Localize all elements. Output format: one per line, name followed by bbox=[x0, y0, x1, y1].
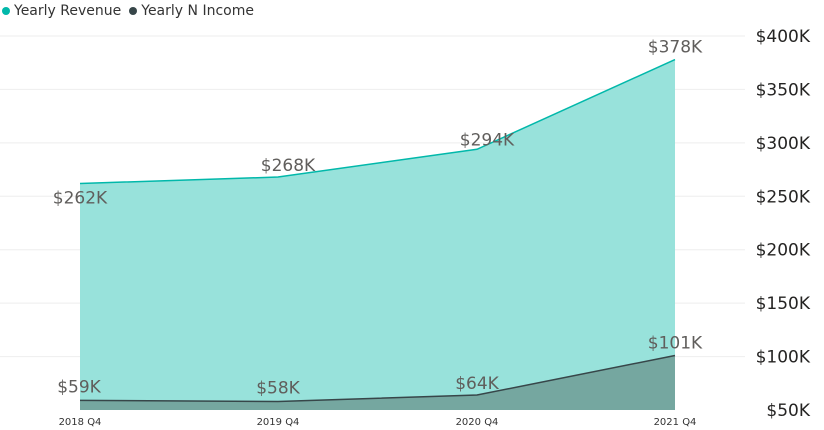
data-label-s0-1: $268K bbox=[261, 156, 316, 176]
x-tick-label-0: 2018 Q4 bbox=[59, 417, 102, 428]
legend: Yearly Revenue Yearly N Income bbox=[2, 3, 262, 19]
y-axis: $50K $100K $150K $200K $250K $300K $350K $400K bbox=[756, 27, 811, 421]
y-tick-label-6: $350K bbox=[756, 80, 811, 100]
y-tick-label-0: $50K bbox=[766, 401, 810, 421]
legend-label-revenue: Yearly Revenue bbox=[14, 3, 122, 19]
y-tick-label-3: $200K bbox=[756, 241, 811, 261]
data-labels: $262K $268K $294K $378K $59K $58K $64K $101K bbox=[53, 38, 703, 399]
area-series-1 bbox=[80, 355, 675, 410]
area-series-0 bbox=[80, 59, 675, 410]
legend-item-net-income[interactable]: Yearly N Income bbox=[129, 3, 254, 19]
line-series-1 bbox=[79, 354, 676, 403]
legend-item-revenue[interactable]: Yearly Revenue bbox=[2, 3, 121, 19]
data-label-s0-2: $294K bbox=[460, 130, 515, 150]
x-axis: 2018 Q4 2019 Q4 2020 Q4 2021 Q4 bbox=[59, 417, 697, 428]
legend-label-net-income: Yearly N Income bbox=[141, 3, 254, 19]
area-series bbox=[79, 58, 676, 410]
data-label-s0-0: $262K bbox=[53, 188, 108, 208]
line-series-0 bbox=[79, 58, 676, 185]
legend-dot-revenue bbox=[2, 7, 10, 15]
legend-dot-net-income bbox=[129, 7, 138, 15]
x-tick-label-2: 2020 Q4 bbox=[456, 417, 499, 428]
x-tick-label-1: 2019 Q4 bbox=[257, 417, 300, 428]
y-tick-label-4: $250K bbox=[756, 187, 811, 207]
data-label-s0-3: $378K bbox=[648, 38, 703, 58]
data-label-s1-1: $58K bbox=[256, 378, 300, 398]
data-label-s1-3: $101K bbox=[648, 334, 703, 354]
y-tick-label-1: $100K bbox=[756, 348, 811, 368]
data-label-s1-0: $59K bbox=[57, 377, 101, 397]
x-tick-label-3: 2021 Q4 bbox=[654, 417, 697, 428]
y-tick-label-2: $150K bbox=[756, 294, 811, 314]
y-tick-label-5: $300K bbox=[756, 134, 811, 154]
data-label-s1-2: $64K bbox=[455, 374, 499, 394]
y-tick-label-7: $400K bbox=[756, 27, 811, 47]
